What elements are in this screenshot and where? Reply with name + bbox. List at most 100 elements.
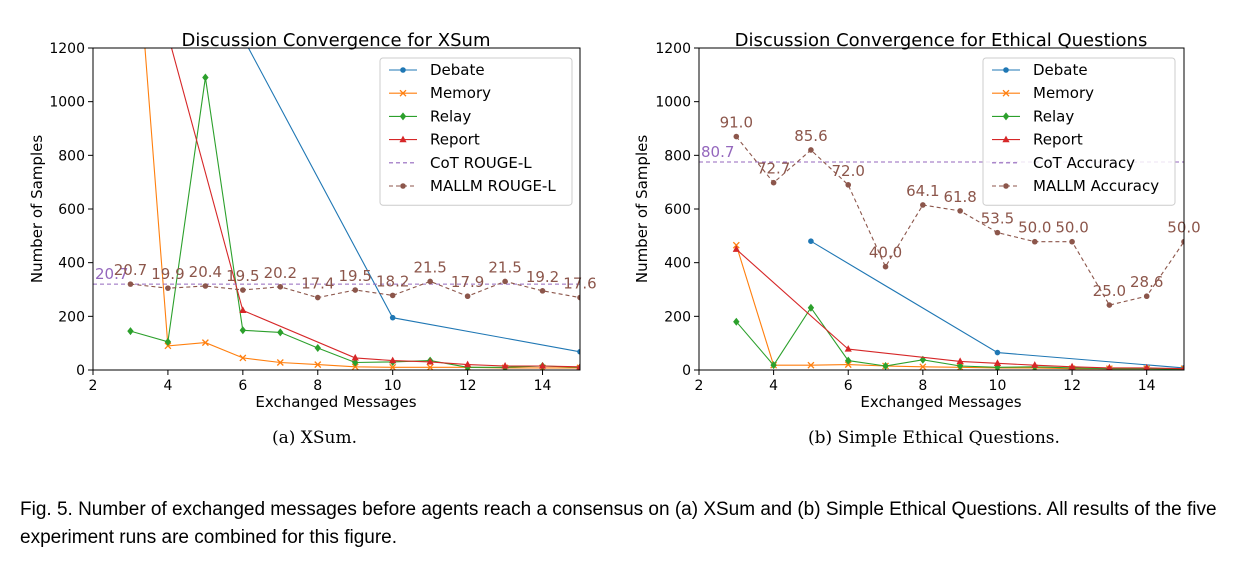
mallm-rouge-l-point bbox=[389, 292, 396, 299]
mallm-rouge-l-point bbox=[202, 283, 209, 289]
mallm-rouge-l-value-label: 21.5 bbox=[413, 258, 446, 276]
x-tick-label: 4 bbox=[769, 378, 778, 394]
legend-label-cot-accuracy: CoT Accuracy bbox=[1033, 154, 1135, 172]
relay-point bbox=[994, 363, 1001, 370]
debate-line bbox=[810, 240, 1184, 369]
legend-marker-mallm-rouge-l bbox=[400, 183, 406, 189]
y-tick-label: 1000 bbox=[49, 95, 85, 111]
mallm-accuracy-value-label: 85.6 bbox=[794, 127, 827, 145]
mallm-rouge-l-value-label: 20.7 bbox=[114, 261, 147, 279]
relay-point bbox=[882, 361, 889, 370]
mallm-accuracy-value-label: 64.1 bbox=[906, 182, 939, 200]
legend-marker-debate bbox=[1003, 67, 1009, 73]
legend-box bbox=[379, 57, 573, 206]
mallm-accuracy-value-label: 53.5 bbox=[981, 210, 1014, 228]
y-tick-label: 600 bbox=[664, 202, 691, 218]
memory-point bbox=[164, 342, 172, 350]
debate-point bbox=[389, 314, 396, 321]
report-point bbox=[732, 245, 740, 252]
mallm-rouge-l-point bbox=[502, 278, 508, 285]
mallm-accuracy-point bbox=[1031, 238, 1038, 245]
legend-label-memory: Memory bbox=[1033, 84, 1094, 102]
legend-marker-mallm-accuracy bbox=[1003, 183, 1009, 189]
mallm-accuracy-value-label: 91.0 bbox=[720, 114, 753, 132]
relay-point bbox=[770, 361, 777, 370]
relay-point bbox=[314, 343, 321, 352]
mallm-accuracy-point bbox=[845, 182, 852, 188]
mallm-rouge-l-point bbox=[277, 284, 284, 290]
memory-point bbox=[919, 363, 927, 370]
memory-point bbox=[276, 359, 284, 366]
mallm-rouge-l-point bbox=[165, 285, 171, 291]
data-labels: 20.720.7 19.9 20.4 19.5 20.217.4 19.5 18.221.5… bbox=[95, 258, 597, 292]
legend-marker-debate bbox=[400, 67, 406, 73]
legend-marker-relay bbox=[1002, 112, 1010, 121]
relay-point bbox=[127, 327, 134, 336]
memory-line bbox=[735, 245, 1184, 370]
legend-label-report: Report bbox=[1033, 131, 1083, 149]
report-point bbox=[993, 359, 1002, 366]
chart-title: Discussion Convergence for Ethical Quest… bbox=[735, 30, 1148, 51]
report-point bbox=[1106, 363, 1113, 370]
legend-label-mallm-rouge-l: MALLM ROUGE-L bbox=[430, 177, 556, 195]
mallm-rouge-l-point bbox=[314, 294, 321, 301]
y-tick-label: 600 bbox=[58, 202, 85, 218]
report-point bbox=[1031, 361, 1039, 368]
mallm-accuracy-value-label: 72.7 bbox=[757, 160, 790, 178]
memory-point bbox=[844, 361, 852, 369]
chart-title: Discussion Convergence for XSum bbox=[181, 30, 490, 51]
mallm-accuracy-value-label: 61.8 bbox=[943, 188, 976, 206]
mallm-accuracy-value-label: 50.0 bbox=[1018, 219, 1051, 237]
legend-marker-relay bbox=[399, 112, 407, 121]
memory-point bbox=[1180, 365, 1184, 370]
mallm-rouge-l-value-label: 20.2 bbox=[264, 264, 297, 282]
cot-accuracy-value-label: 80.7 bbox=[701, 143, 734, 161]
mallm-rouge-l-value-label: 17.9 bbox=[451, 273, 484, 291]
y-axis-label: Number of Samples bbox=[28, 135, 46, 283]
mallm-rouge-l-point bbox=[240, 287, 246, 293]
legend-marker-report bbox=[399, 135, 407, 143]
report-point bbox=[1068, 362, 1076, 370]
mallm-accuracy-value-label: 40.0 bbox=[869, 244, 902, 262]
relay-point bbox=[845, 356, 852, 365]
y-axis-label: Number of Samples bbox=[633, 135, 651, 283]
report-point bbox=[1143, 363, 1151, 370]
axis-ticks: 2 4 6 8 10 12 14 0 200 400 600 800 1000 1200 bbox=[49, 41, 551, 394]
report-point bbox=[501, 361, 509, 369]
mallm-rouge-l-value-label: 19.9 bbox=[151, 265, 184, 283]
x-tick-label: 10 bbox=[989, 378, 1007, 394]
legend-label-relay: Relay bbox=[430, 107, 471, 125]
report-line bbox=[735, 248, 1184, 370]
mallm-rouge-l-point bbox=[352, 287, 359, 293]
y-tick-label: 0 bbox=[682, 363, 691, 379]
cot-rouge-l-value-label: 20.7 bbox=[95, 265, 128, 283]
y-tick-label: 800 bbox=[664, 148, 691, 164]
report-point bbox=[389, 356, 397, 364]
x-tick-label: 8 bbox=[313, 378, 322, 394]
legend-label-memory: Memory bbox=[430, 84, 491, 102]
mallm-rouge-l-value-label: 18.2 bbox=[376, 272, 409, 290]
legend: Debate Memory Relay Report CoT Accuracy MALLM… bbox=[982, 57, 1176, 206]
axis-ticks: 2 4 6 8 10 12 14 0 200 400 600 800 1000 1200 bbox=[655, 41, 1155, 394]
x-tick-label: 4 bbox=[163, 378, 172, 394]
debate-point bbox=[994, 349, 1001, 356]
data-labels: 80.791.072.785.672.040.064.1 61.853.550.0… bbox=[701, 114, 1201, 301]
mallm-rouge-l-value-label: 17.4 bbox=[301, 275, 334, 293]
mallm-accuracy-point bbox=[920, 202, 926, 208]
mallm-accuracy-point bbox=[770, 179, 777, 186]
legend-marker-memory bbox=[399, 89, 407, 97]
y-tick-label: 200 bbox=[58, 309, 85, 325]
mallm-rouge-l-point bbox=[127, 281, 134, 287]
mallm-accuracy-value-label: 28.6 bbox=[1130, 273, 1163, 291]
report-point bbox=[956, 357, 964, 365]
memory-point bbox=[426, 363, 434, 370]
legend-label-debate: Debate bbox=[1033, 61, 1088, 79]
x-tick-label: 2 bbox=[89, 378, 98, 394]
mallm-rouge-l-value-label: 20.4 bbox=[189, 263, 222, 281]
x-axis-label: Exchanged Messages bbox=[255, 393, 416, 411]
y-tick-label: 800 bbox=[58, 148, 85, 164]
report-point bbox=[351, 353, 359, 361]
legend-marker-memory bbox=[1002, 89, 1010, 97]
memory-point bbox=[239, 354, 247, 362]
